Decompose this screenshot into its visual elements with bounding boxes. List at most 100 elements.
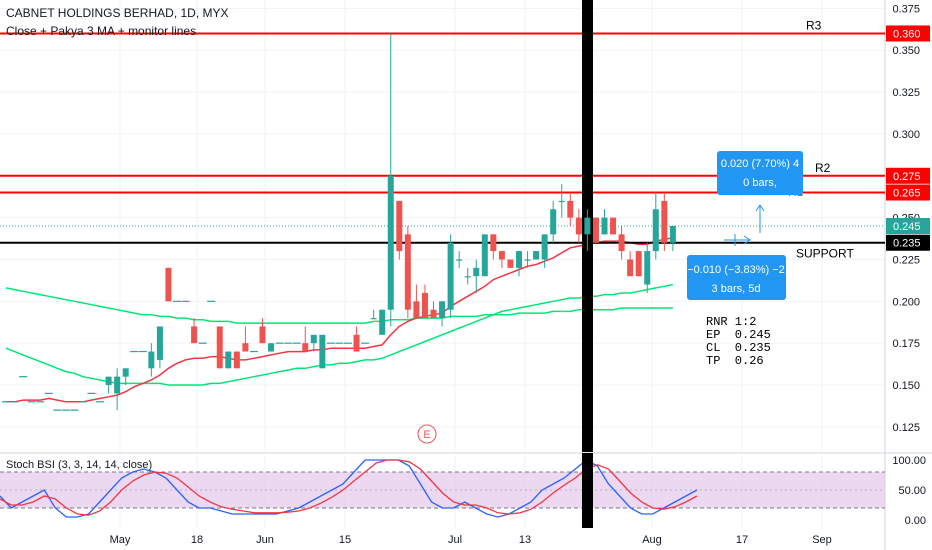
time-tick-label: Sep: [812, 534, 832, 546]
candle-body: [105, 376, 112, 386]
candle-body: [191, 326, 198, 344]
callout-up-line1: 0.020 (7.70%) 4: [721, 158, 799, 170]
candle-body: [122, 368, 129, 377]
earnings-icon: [417, 424, 437, 444]
price-tag-label: 0.235: [893, 238, 921, 250]
candle-body: [464, 276, 471, 278]
stoch-tick-label: 50.00: [898, 485, 926, 497]
level-label-support: SUPPORT: [796, 247, 854, 261]
candle-body: [413, 301, 420, 319]
stoch-title: Stoch BSI (3, 3, 14, 14, close): [6, 459, 153, 471]
trade-note: CL 0.235: [706, 341, 771, 355]
candle-body: [387, 175, 394, 310]
callout-down-box: [687, 255, 786, 300]
trade-note: RNR 1:2: [706, 315, 756, 329]
candle-body: [669, 226, 676, 243]
candle-body: [652, 209, 659, 252]
price-tick-label: 0.350: [892, 45, 920, 57]
price-tag-r2: [886, 167, 930, 184]
time-tick-label: May: [110, 534, 131, 546]
candle-body: [148, 351, 155, 369]
callout-down-line1: −0.010 (−3.83%) −2: [687, 264, 785, 276]
candle-body: [635, 251, 642, 277]
callout-up-box: [717, 151, 803, 195]
level-label-r2: R2: [815, 161, 831, 175]
price-tick-label: 0.300: [892, 129, 920, 141]
candle-body: [618, 234, 625, 252]
candle-body: [516, 251, 522, 268]
candle-body: [242, 343, 249, 352]
candle-body: [114, 376, 121, 394]
chart-title: CABNET HOLDINGS BERHAD, 1D, MYX: [6, 6, 229, 20]
time-tick-label: Jun: [256, 534, 274, 546]
candles: [2, 33, 676, 411]
candle-body: [498, 251, 505, 260]
chart-subtitle: Close + Pakya 3 MA + monitor lines: [6, 24, 197, 38]
candle-body: [421, 292, 428, 319]
candle-body: [319, 334, 326, 369]
price-axis[interactable]: 0.3750.3500.3250.3000.2750.2500.2250.200…: [886, 3, 930, 434]
candle-body: [302, 343, 309, 352]
candle-body: [661, 200, 668, 243]
price-tick-label: 0.150: [892, 380, 920, 392]
price-tick-label: 0.125: [892, 422, 920, 434]
price-tag-r1: [886, 184, 930, 201]
time-tick-label: 13: [519, 534, 531, 546]
price-tag-label: 0.275: [893, 171, 921, 183]
price-tag-r3: [886, 25, 930, 42]
candle-body: [567, 200, 574, 218]
candle-body: [404, 234, 411, 310]
candle-body: [473, 267, 480, 277]
level-label-r3: R3: [806, 18, 822, 32]
candle-body: [644, 251, 651, 285]
candle-body: [507, 259, 514, 268]
callout-down-line2: 3 bars, 5d: [712, 283, 761, 295]
overlays: 0.020 (7.70%) 4 0 bars, −0.010 (−3.83%) −2…: [417, 151, 803, 444]
candle-body: [216, 326, 223, 369]
time-tick-label: Jul: [448, 534, 462, 546]
candle-body: [353, 334, 360, 352]
candle-body: [558, 200, 565, 203]
price-tick-label: 0.175: [892, 338, 920, 350]
candle-body: [447, 242, 454, 310]
candle-body: [584, 217, 591, 235]
stochastic-pane: 100.00 50.00 0.00: [0, 453, 926, 528]
stoch-tick-label: 100.00: [892, 455, 926, 467]
candle-body: [575, 217, 582, 235]
candle-body: [430, 309, 437, 319]
candle-body: [225, 351, 232, 369]
candle-body: [592, 217, 599, 243]
time-axis[interactable]: May 18 Jun 15 Jul 13 Aug 17 Sep: [110, 534, 832, 546]
candle-body: [379, 309, 386, 335]
time-tick-label: 15: [339, 534, 351, 546]
price-tick-label: 0.225: [892, 254, 920, 266]
candle-body: [259, 326, 266, 344]
price-tag-last: [886, 218, 930, 234]
candle-body: [490, 234, 497, 252]
stoch-band: [0, 472, 885, 508]
candle-body: [610, 217, 617, 235]
price-tag-last-label: 0.245: [893, 221, 921, 233]
candle-body: [550, 209, 557, 235]
candle-body: [165, 267, 172, 302]
arrow-right-head: [743, 235, 751, 245]
price-tick-label: 0.325: [892, 87, 920, 99]
candle-body: [627, 259, 634, 277]
trade-note: EP 0.245: [706, 328, 771, 342]
level-lines: R3R2R1SUPPORT: [0, 0, 885, 452]
candle-body: [396, 200, 403, 252]
candle-body: [370, 318, 377, 320]
price-tick-label: 0.375: [892, 3, 920, 15]
price-tag-label: 0.360: [893, 28, 921, 40]
ma-lower-line: [5, 283, 674, 386]
stoch-tick-label: 0.00: [905, 515, 926, 527]
stoch-k-line: [0, 459, 698, 518]
ma-slow-line: [5, 287, 673, 324]
time-tick-label: 17: [736, 534, 748, 546]
trade-note: TP 0.26: [706, 354, 764, 368]
candle-body: [310, 334, 317, 344]
stoch-d-line: [0, 459, 698, 516]
vertical-marker-stoch: [582, 453, 593, 528]
candle-body: [541, 234, 548, 260]
candle-body: [601, 217, 608, 235]
